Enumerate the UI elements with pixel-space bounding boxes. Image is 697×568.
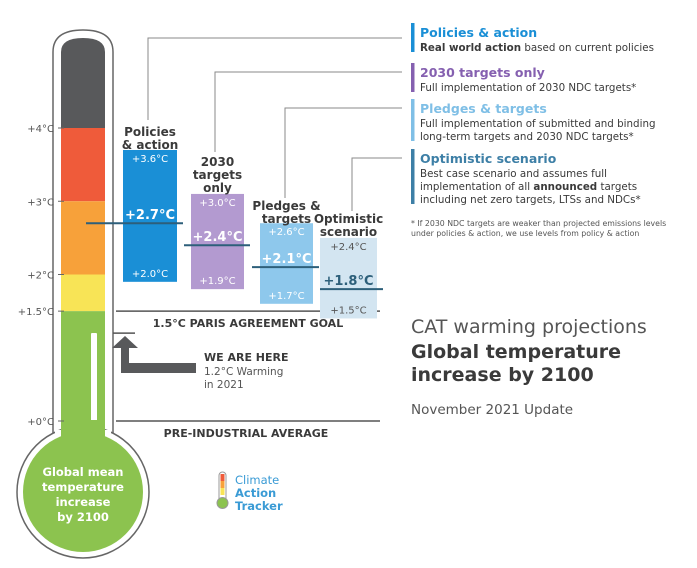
low-value-label: +1.7°C	[268, 291, 304, 302]
scenario-label: Optimistic	[314, 212, 383, 226]
high-value-label: +3.6°C	[132, 154, 168, 165]
legend-title: Pledges & targets	[420, 101, 547, 116]
bulb-label-line: increase	[56, 495, 111, 509]
legend-color-bar	[411, 149, 415, 204]
logo-thermo-red	[220, 474, 225, 481]
legend-description: long-term targets and 2030 NDC targets*	[420, 131, 634, 143]
scenario-bar	[191, 193, 244, 290]
chart-title: CAT warming projections	[411, 316, 647, 338]
legend-description-segment: Full implementation of 2030 NDC targets*	[420, 82, 636, 94]
pre-industrial-label: PRE-INDUSTRIAL AVERAGE	[164, 427, 329, 440]
scenario-label: 2030	[201, 155, 234, 169]
legend-description: Real world action based on current polic…	[420, 42, 654, 54]
legend-description-segment: Full implementation of submitted and bin…	[420, 118, 656, 130]
legend-description: implementation of all announced targets	[420, 181, 637, 193]
thermometer-band-0	[61, 38, 105, 128]
logo-thermo-orange	[220, 481, 225, 488]
scenario-bar	[260, 223, 313, 304]
high-value-label: +3.0°C	[199, 198, 235, 209]
y-tick-label: +0°C	[27, 417, 54, 428]
bar-group: +2.6°C +2.1°C +1.7°C Pledges &targets	[252, 199, 321, 304]
bulb	[23, 432, 143, 552]
we-are-here-detail: in 2021	[204, 379, 244, 391]
thermometer-band-1	[61, 128, 105, 202]
thermometer-band-3	[61, 274, 105, 312]
y-tick-label: +3°C	[27, 197, 54, 208]
legend-description: Full implementation of submitted and bin…	[420, 118, 656, 130]
scenario-label: targets	[262, 212, 311, 226]
bulb-label-line: by 2100	[57, 510, 109, 524]
we-are-here-arrow	[112, 336, 196, 373]
logo-text-line: Climate	[235, 473, 279, 487]
connector-optimistic	[351, 157, 402, 211]
low-value-label: +1.5°C	[330, 305, 366, 316]
thermometer-bands	[61, 38, 105, 480]
scenario-label: Policies	[124, 125, 176, 139]
footnote-line: under policies & action, we use levels f…	[411, 229, 639, 238]
high-value-label: +2.4°C	[330, 242, 366, 253]
we-are-here-detail: 1.2°C Warming	[204, 366, 283, 378]
scenario-label: only	[203, 181, 232, 195]
legend-description-segment: long-term targets and 2030 NDC targets*	[420, 131, 634, 143]
legend-entry: Pledges & targets Full implementation of …	[411, 99, 656, 143]
logo-thermo-yellow	[220, 488, 225, 495]
legend-title: 2030 targets only	[420, 65, 545, 80]
legend-description: Best case scenario and assumes full	[420, 168, 607, 180]
legend-description: including net zero targets, LTSs and NDC…	[420, 194, 641, 206]
scenario-label: Pledges &	[252, 199, 320, 213]
logo-text-line: Action	[235, 486, 276, 500]
bulb-label-line: Global mean	[43, 465, 124, 479]
footnote-line: * If 2030 NDC targets are weaker than pr…	[411, 219, 666, 228]
legend-entry: 2030 targets only Full implementation of …	[411, 63, 636, 94]
legend-title: Policies & action	[420, 25, 537, 40]
scenario-label: & action	[122, 138, 179, 152]
we-are-here-title: WE ARE HERE	[204, 351, 289, 364]
legend-description-segment: implementation of all	[420, 181, 533, 193]
bar-group: +3.6°C +2.7°C +2.0°C Policies& action	[86, 125, 183, 282]
legend-description-segment: targets	[597, 181, 637, 193]
connector-pledges	[284, 107, 402, 198]
legend-description-segment: announced	[533, 181, 597, 193]
scenario-bar	[123, 149, 177, 282]
y-tick-label: +4°C	[27, 124, 54, 135]
update-label: November 2021 Update	[411, 402, 573, 418]
legend-description-segment: Real world action	[420, 42, 521, 54]
legend-color-bar	[411, 23, 415, 52]
paris-goal-label: 1.5°C PARIS AGREEMENT GOAL	[153, 317, 343, 330]
logo-thermo-bulb	[216, 497, 229, 509]
legend-title: Optimistic scenario	[420, 151, 557, 166]
legend-color-bar	[411, 99, 415, 141]
mid-value-label: +2.7°C	[125, 208, 175, 223]
chart-subtitle-line: Global temperature	[411, 341, 621, 363]
scenario-label: targets	[193, 168, 242, 182]
legend-description: Full implementation of 2030 NDC targets*	[420, 82, 636, 94]
logo-text-line: Tracker	[235, 499, 283, 513]
high-value-label: +2.6°C	[268, 227, 304, 238]
connector-2030	[214, 71, 402, 152]
y-tick-label: +1.5°C	[18, 307, 54, 318]
bulb-label-line: temperature	[42, 480, 124, 494]
legend-color-bar	[411, 63, 415, 92]
thermometer-band-2	[61, 201, 105, 275]
mid-value-label: +2.1°C	[262, 252, 312, 267]
mid-value-label: +2.4°C	[193, 230, 243, 245]
scenario-bar	[320, 237, 377, 319]
chart-subtitle-line: increase by 2100	[411, 364, 594, 386]
y-tick-label: +2°C	[27, 271, 54, 282]
legend-description-segment: Best case scenario and assumes full	[420, 168, 607, 180]
legend-description-segment: including net zero targets, LTSs and NDC…	[420, 194, 641, 206]
connector-policies	[147, 37, 402, 120]
mid-value-label: +1.8°C	[324, 274, 374, 289]
legend-entry: Policies & action Real world action based…	[411, 23, 654, 54]
legend-description-segment: based on current policies	[521, 42, 654, 54]
legend-entry: Optimistic scenario Best case scenario an…	[411, 149, 641, 206]
scenario-label: scenario	[320, 225, 377, 239]
low-value-label: +2.0°C	[132, 269, 168, 280]
low-value-label: +1.9°C	[199, 276, 235, 287]
